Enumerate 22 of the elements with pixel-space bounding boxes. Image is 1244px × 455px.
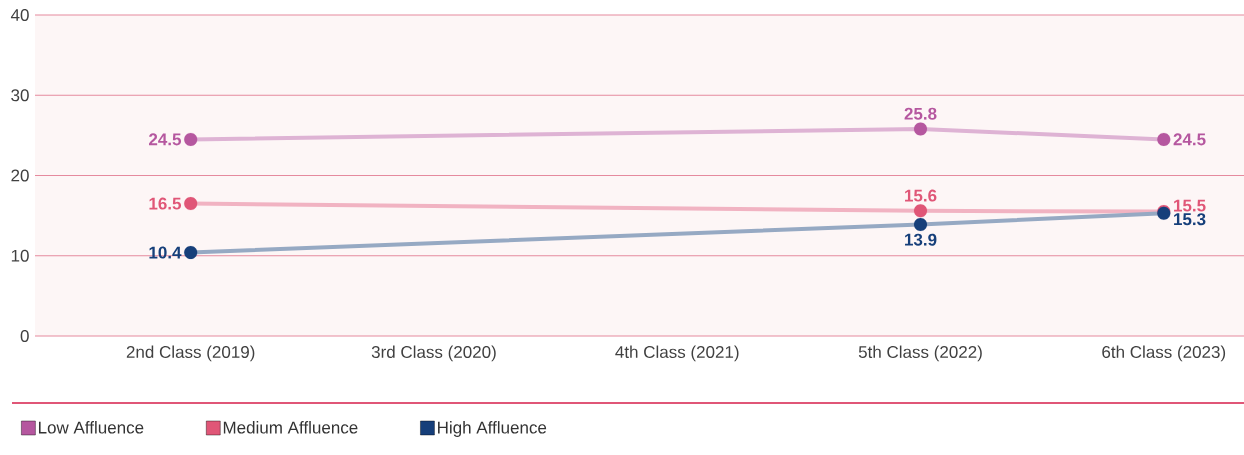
x-tick-label: 3rd Class (2020): [371, 345, 496, 362]
y-tick-label: 0: [20, 329, 29, 343]
legend-label: Low Affluence: [39, 421, 144, 434]
data-label: 24.5: [1173, 133, 1206, 146]
data-label: 15.3: [1174, 213, 1206, 226]
data-label: 13.9: [905, 233, 937, 246]
legend-label: High Affluence: [438, 421, 547, 437]
y-tick-label: 10: [11, 249, 29, 262]
x-tick-label: 6th Class (2023): [1102, 345, 1226, 362]
x-tick-label: 4th Class (2021): [615, 345, 739, 362]
x-tick-label: 5th Class (2022): [858, 345, 982, 362]
y-tick-label: 20: [11, 169, 29, 182]
data-label: 16.5: [149, 197, 182, 210]
legend-label: Medium Affluence: [223, 421, 358, 434]
data-label: 15.6: [905, 189, 937, 202]
data-label: 15.5: [1174, 199, 1206, 212]
x-tick-label: 2nd Class (2019): [126, 345, 255, 362]
data-label: 25.8: [904, 107, 937, 120]
y-tick-label: 30: [11, 89, 29, 102]
data-label: 10.4: [149, 246, 182, 259]
y-tick-label: 40: [10, 8, 29, 22]
data-label: 24.5: [149, 133, 182, 146]
